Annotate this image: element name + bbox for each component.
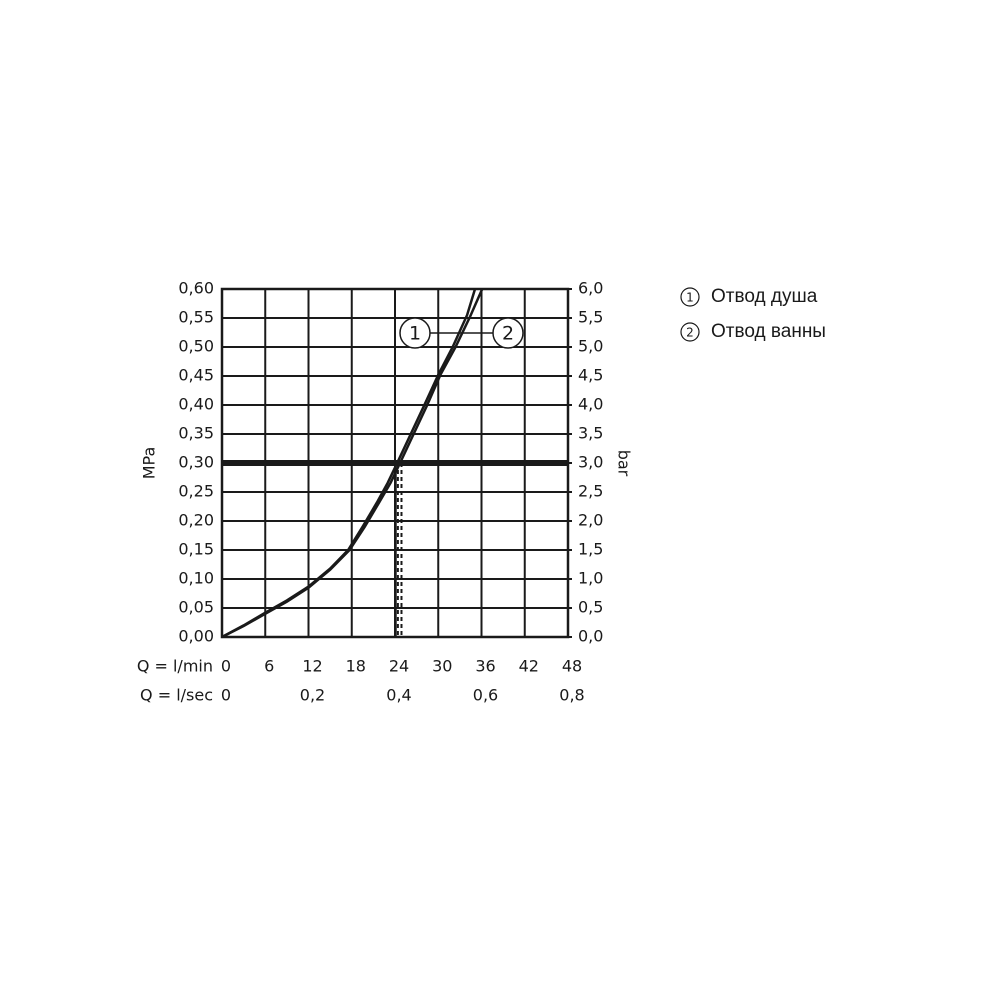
callout-circle (492, 317, 524, 349)
legend-label: Отвод душа (711, 286, 818, 307)
y-tick-label: 0,45 (178, 366, 214, 385)
legend-circle (680, 322, 700, 342)
x-tick-label: 24 (389, 657, 409, 676)
x-axis-label: Q = l/min (137, 657, 213, 676)
y-tick-label: 0,55 (178, 308, 214, 327)
y2-tick-label: 5,5 (578, 308, 603, 327)
y-tick-label: 0,00 (178, 627, 214, 646)
legend-number: 2 (686, 326, 694, 340)
x2-axis-label: Q = l/sec (140, 686, 213, 705)
y2-tick-label: 3,0 (578, 453, 603, 472)
x-tick-label: 48 (562, 657, 582, 676)
callout-circle (399, 317, 431, 349)
y2-tick-label: 4,0 (578, 395, 603, 414)
x-tick-label: 18 (346, 657, 366, 676)
x-tick-label: 36 (475, 657, 495, 676)
x2-tick-label: 0,6 (473, 686, 498, 705)
x-tick-label: 0 (221, 657, 231, 676)
legend-number: 1 (686, 291, 694, 305)
y-tick-label: 0,35 (178, 424, 214, 443)
y2-tick-label: 2,5 (578, 482, 603, 501)
y-tick-label: 0,60 (178, 279, 214, 298)
x2-tick-label: 0,4 (386, 686, 411, 705)
legend-label: Отвод ванны (711, 321, 826, 342)
y-tick-label: 0,30 (178, 453, 214, 472)
x-tick-label: 12 (302, 657, 322, 676)
y-tick-label: 0,25 (178, 482, 214, 501)
y-tick-label: 0,50 (178, 337, 214, 356)
y2-tick-label: 3,5 (578, 424, 603, 443)
x2-tick-label: 0,2 (300, 686, 325, 705)
callout-label: 2 (502, 323, 514, 345)
legend-circle (680, 287, 700, 307)
y-axis-label: MPa (140, 447, 159, 480)
y2-tick-label: 2,0 (578, 511, 603, 530)
x-tick-label: 42 (519, 657, 539, 676)
y2-tick-label: 1,0 (578, 569, 603, 588)
y2-tick-label: 5,0 (578, 337, 603, 356)
x2-tick-label: 0,8 (559, 686, 584, 705)
y-tick-label: 0,10 (178, 569, 214, 588)
series-line (221, 288, 484, 639)
y2-tick-label: 0,5 (578, 598, 603, 617)
y-tick-label: 0,40 (178, 395, 214, 414)
y2-tick-label: 6,0 (578, 279, 603, 298)
callout-label: 1 (409, 323, 421, 345)
y2-axis-label: bar (615, 450, 634, 477)
y2-tick-label: 0,0 (578, 627, 603, 646)
y-tick-label: 0,05 (178, 598, 214, 617)
y-tick-label: 0,20 (178, 511, 214, 530)
x2-tick-label: 0 (221, 686, 231, 705)
x-tick-label: 30 (432, 657, 452, 676)
y2-tick-label: 1,5 (578, 540, 603, 559)
y2-tick-label: 4,5 (578, 366, 603, 385)
x-tick-label: 6 (264, 657, 274, 676)
y-tick-label: 0,15 (178, 540, 214, 559)
